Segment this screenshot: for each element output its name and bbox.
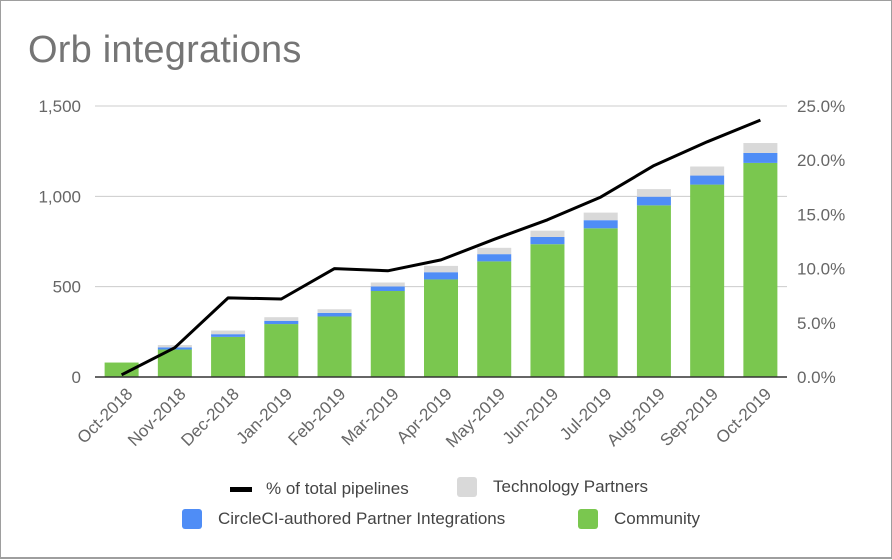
- bar-segment: [583, 220, 618, 229]
- bar-segment: [530, 236, 565, 245]
- bar-segment: [317, 312, 352, 317]
- legend-item-technology-partners: Technology Partners: [457, 477, 648, 497]
- legend-label: Technology Partners: [493, 477, 648, 496]
- bar-segment: [317, 316, 352, 377]
- bar-segment: [264, 320, 299, 325]
- bar-segment: [317, 309, 352, 313]
- bar-segment: [743, 152, 778, 163]
- legend-swatch-line: [230, 486, 252, 492]
- legend-item-circleci-partner-integrations: CircleCI-authored Partner Integrations: [182, 509, 505, 529]
- legend-label: CircleCI-authored Partner Integrations: [218, 509, 506, 528]
- x-tick-label: Dec-2018: [177, 384, 243, 450]
- legend-swatch: [457, 477, 477, 497]
- y-left-tick-label: 1,500: [38, 97, 81, 116]
- y-right-tick-label: 0.0%: [797, 368, 836, 387]
- bar-segment: [370, 282, 405, 287]
- y-right-tick-label: 25.0%: [797, 97, 845, 116]
- legend-item-pct-pipelines: % of total pipelines: [230, 479, 409, 499]
- bar-segment: [743, 143, 778, 153]
- legend-swatch: [182, 509, 202, 529]
- bar-segment: [636, 196, 671, 206]
- bar-segment: [636, 189, 671, 197]
- bar-segment: [211, 336, 246, 377]
- bar-segment: [690, 175, 725, 185]
- bar-segment: [370, 291, 405, 377]
- bar-segment: [477, 247, 512, 255]
- y-right-tick-label: 20.0%: [797, 151, 845, 170]
- y-right-tick-label: 10.0%: [797, 260, 845, 279]
- y-left-tick-label: 0: [72, 368, 81, 387]
- legend-item-community: Community: [578, 509, 700, 529]
- bar-segment: [104, 362, 139, 377]
- bar-segment: [424, 272, 458, 280]
- pct-pipelines-line: [120, 118, 761, 377]
- bar-segment: [690, 184, 725, 377]
- bar-segment: [424, 265, 458, 273]
- bar-segment: [211, 330, 246, 335]
- y-left-tick-label: 1,000: [38, 187, 81, 206]
- bar-segment: [477, 261, 512, 377]
- bar-segment: [690, 166, 725, 176]
- x-tick-label: Jun-2019: [499, 384, 563, 448]
- bar-segment: [264, 317, 299, 321]
- chart-title: Orb integrations: [28, 29, 302, 71]
- bar-segment: [264, 324, 299, 377]
- y-right-tick-label: 15.0%: [797, 205, 845, 224]
- x-tick-label: Feb-2019: [284, 384, 349, 449]
- bar-segment: [477, 254, 512, 262]
- y-left-tick-label: 500: [53, 278, 81, 297]
- bar-segment: [743, 162, 778, 377]
- legend-label: % of total pipelines: [266, 479, 409, 498]
- legend-swatch: [578, 509, 598, 529]
- bar-segment: [583, 228, 618, 377]
- bar-segment: [583, 212, 618, 221]
- bar-segment: [636, 205, 671, 377]
- bar-segment: [530, 230, 565, 237]
- bar-segment: [211, 334, 246, 337]
- x-tick-label: Sep-2019: [656, 384, 722, 450]
- bar-segment: [370, 286, 405, 292]
- legend-label: Community: [614, 509, 700, 528]
- x-tick-label: Oct-2019: [712, 384, 775, 447]
- bar-segment: [530, 244, 565, 377]
- x-tick-label: Mar-2019: [338, 384, 403, 449]
- y-right-tick-label: 5.0%: [797, 314, 836, 333]
- bar-segment: [424, 279, 458, 377]
